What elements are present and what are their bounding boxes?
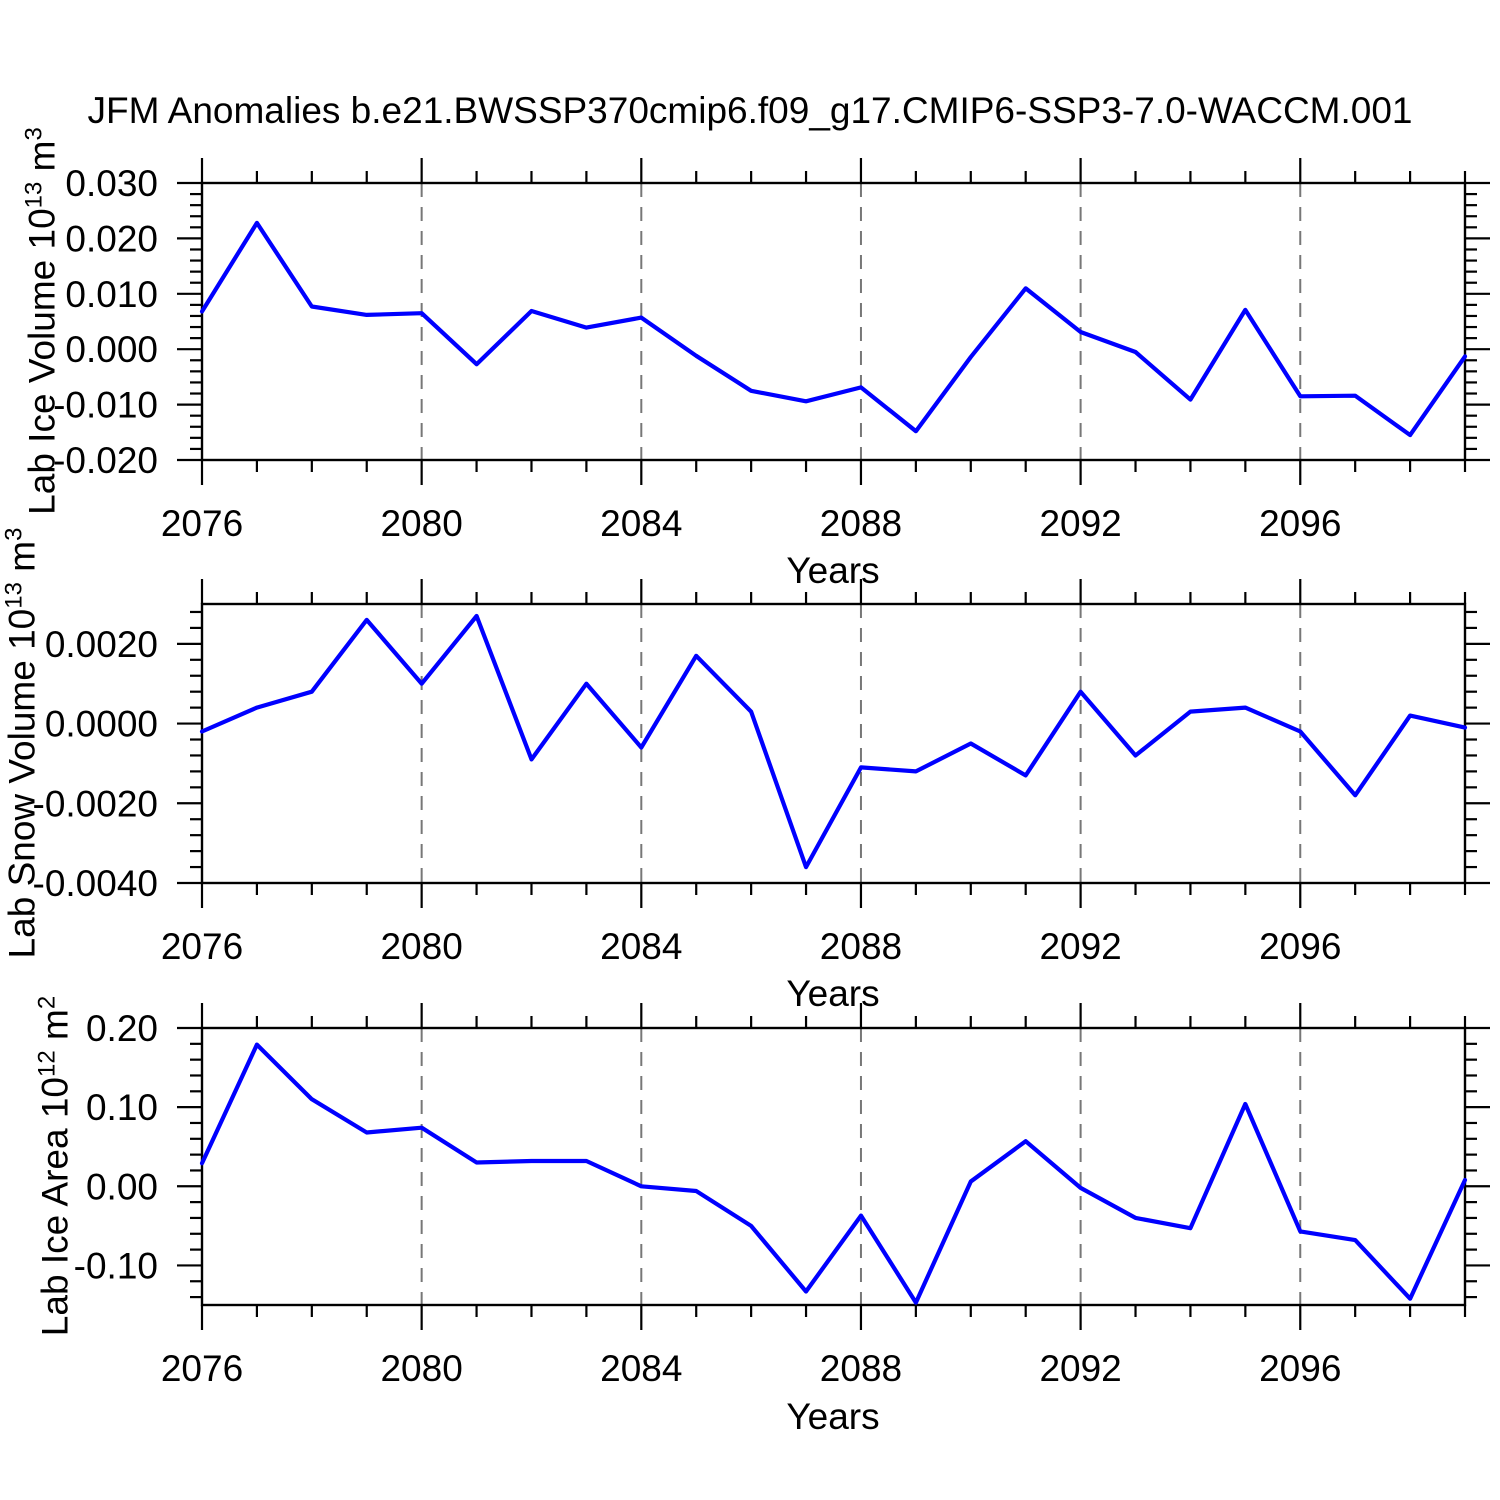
x-tick-label: 2084	[600, 503, 682, 544]
x-tick-label: 2096	[1259, 503, 1341, 544]
y-axis-title-unit: m	[34, 1009, 76, 1051]
y-tick-label: 0.20	[86, 1008, 158, 1049]
x-tick-label: 2084	[600, 926, 682, 967]
x-tick-label: 2080	[380, 503, 462, 544]
y-axis-title-exponent: 13	[0, 582, 28, 609]
y-tick-label: 0.000	[65, 329, 158, 370]
x-tick-label: 2092	[1039, 1348, 1121, 1389]
x-tick-label: 2088	[820, 926, 902, 967]
y-axis-title-text: Lab Ice Area 10	[34, 1076, 76, 1337]
y-axis-title-exponent: 12	[33, 1050, 61, 1077]
y-tick-label: -0.010	[53, 385, 158, 426]
y-tick-label: 0.0020	[45, 624, 158, 665]
y-axis-title-ice-volume: Lab Ice Volume 1013 m3	[20, 127, 63, 515]
y-tick-label: -0.10	[74, 1245, 158, 1286]
y-tick-label: 0.00	[86, 1166, 158, 1207]
y-tick-label: 0.010	[65, 274, 158, 315]
chart-title: JFM Anomalies b.e21.BWSSP370cmip6.f09_g1…	[87, 90, 1413, 131]
x-tick-label: 2076	[161, 503, 243, 544]
x-tick-label: 2080	[380, 1348, 462, 1389]
data-line	[199, 1042, 1468, 1305]
y-axis-title-text: Lab Snow Volume 10	[1, 608, 43, 959]
y-tick-label: 0.0000	[45, 704, 158, 745]
panel-lab-ice-area: 0.20 0.10 0.00 -0.10 2076 2080 2084 2088 2092 209…	[74, 1003, 1490, 1389]
y-axis-title-ice-area: Lab Ice Area 1012 m2	[33, 996, 76, 1336]
y-axis-title-unit: m	[21, 140, 63, 182]
x-tick-label: 2084	[600, 1348, 682, 1389]
y-axis-title-text: Lab Ice Volume 10	[21, 208, 63, 515]
plot-frame	[200, 181, 1467, 462]
x-tick-label: 2096	[1259, 1348, 1341, 1389]
x-axis-title-panel3: Years	[786, 1396, 880, 1437]
x-tick-label: 2076	[161, 926, 243, 967]
x-tick-label: 2088	[820, 503, 902, 544]
y-axis-title-unit-exponent: 2	[33, 995, 61, 1010]
y-axis-title-unit-exponent: 3	[0, 527, 28, 541]
plot-frame	[200, 1026, 1467, 1307]
y-tick-label: -0.0040	[33, 863, 159, 904]
x-axis-title-panel2: Years	[786, 973, 880, 1014]
x-tick-label: 2096	[1259, 926, 1341, 967]
y-tick-label: 0.030	[65, 163, 158, 204]
data-line	[199, 613, 1468, 870]
x-tick-label: 2092	[1039, 503, 1121, 544]
y-tick-label: 0.10	[86, 1087, 158, 1128]
y-tick-label: -0.020	[53, 440, 158, 481]
x-tick-label: 2076	[161, 1348, 243, 1389]
x-axis-title-panel1: Years	[786, 550, 880, 591]
x-tick-label: 2092	[1039, 926, 1121, 967]
data-line	[199, 220, 1468, 438]
y-axis-title-snow-volume: Lab Snow Volume 1013 m3	[0, 528, 43, 959]
plot-frame	[200, 602, 1467, 885]
x-tick-label: 2080	[380, 926, 462, 967]
y-axis-title-unit-exponent: 3	[20, 127, 48, 141]
y-tick-label: -0.0020	[33, 783, 159, 824]
y-axis-title-exponent: 13	[20, 181, 48, 209]
y-axis-title-unit: m	[1, 540, 43, 583]
x-tick-label: 2088	[820, 1348, 902, 1389]
y-tick-label: 0.020	[65, 218, 158, 259]
